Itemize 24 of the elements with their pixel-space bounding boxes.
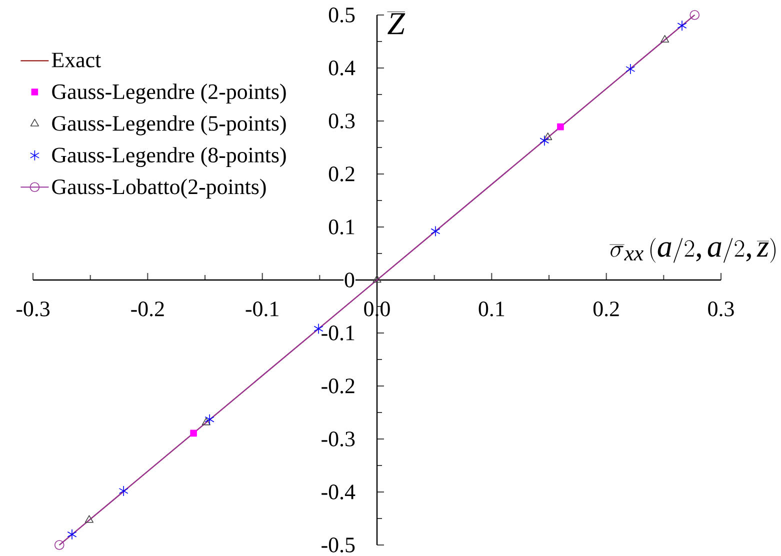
y-tick-label: 0.1: [328, 220, 354, 234]
x-tick-label: -0.1: [246, 302, 278, 316]
y-tick-label: 0.2: [328, 166, 354, 182]
y-tick-label: 0: [344, 272, 354, 288]
legend-label: Gauss-Legendre (8-points): [52, 147, 286, 168]
y-tick-label: -0.2: [322, 378, 354, 394]
y-tick-label: 0.4: [328, 60, 356, 76]
x-tick-label: 0.2: [593, 302, 619, 316]
y-tick-label: -0.4: [322, 484, 356, 500]
x-tick-label: -0.3: [16, 302, 50, 316]
y-tick-label: -0.3: [322, 432, 355, 446]
y-tick-label: -0.5: [322, 538, 355, 552]
y-tick-label: 0.5: [328, 8, 355, 22]
legend-label: Exact: [52, 52, 102, 68]
legend-label: Gauss-Legendre (5-points): [52, 115, 286, 136]
legend-label: Gauss-Legendre (2-points): [52, 84, 286, 104]
x-tick-label: -0.2: [131, 302, 164, 316]
x-axis-title: $\overline{\sigma}_{xx}\,(a/2,a/2,\overline{z})$: [610, 238, 776, 263]
y-tick-label: -0.1: [322, 326, 354, 340]
y-tick-label: 0.3: [328, 114, 355, 128]
x-tick-label: 0.3: [708, 302, 734, 316]
y-axis-title: $\overline{Z}$: [387, 12, 406, 34]
legend-label: Gauss-Lobatto(2-points): [52, 178, 266, 199]
x-tick-label: 0.1: [478, 302, 504, 316]
